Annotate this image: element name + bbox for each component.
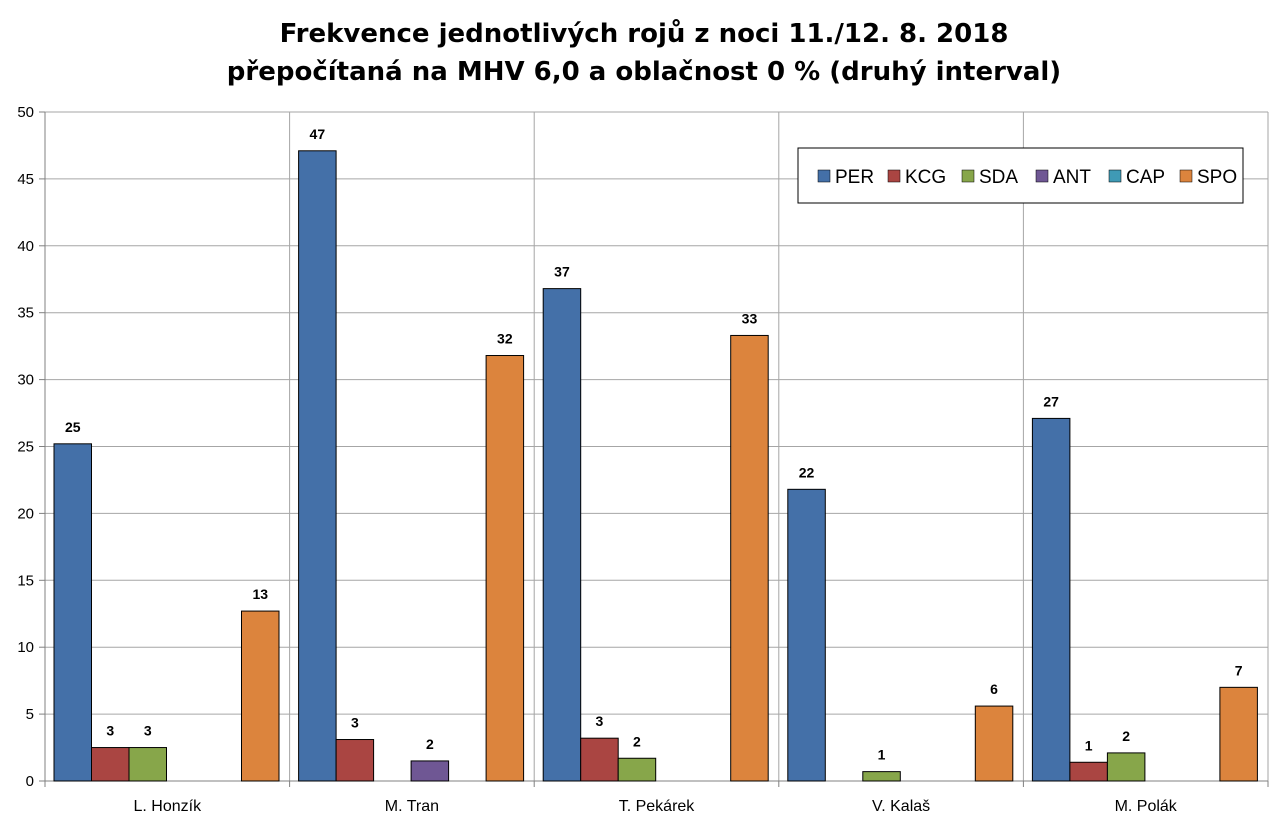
x-category-label: M. Tran xyxy=(385,798,439,815)
bar-per xyxy=(298,150,337,782)
data-label: 7 xyxy=(1235,662,1243,678)
data-label: 13 xyxy=(252,586,268,602)
x-category-label: L. Honzík xyxy=(134,798,203,815)
bar-kcg xyxy=(580,737,619,782)
data-label: 32 xyxy=(497,331,513,347)
y-tick-label: 40 xyxy=(17,238,34,255)
data-label: 2 xyxy=(1122,728,1130,744)
y-tick-label: 30 xyxy=(17,372,34,389)
x-category-label: M. Polák xyxy=(1115,798,1178,815)
bar-kcg xyxy=(335,739,375,782)
y-tick-label: 45 xyxy=(17,171,34,188)
data-label: 47 xyxy=(310,126,326,142)
x-category-label: T. Pekárek xyxy=(619,798,696,815)
legend-box xyxy=(797,147,1244,204)
gridlines xyxy=(45,111,1269,781)
y-tick-label: 5 xyxy=(26,706,34,723)
bar-per xyxy=(53,443,92,782)
bar-spo xyxy=(1219,686,1258,782)
data-label: 3 xyxy=(351,715,359,731)
data-label: 1 xyxy=(878,747,886,763)
data-label: 37 xyxy=(554,264,570,280)
legend-swatch-per xyxy=(817,169,831,183)
bar-per xyxy=(542,288,582,782)
data-label: 22 xyxy=(799,464,815,480)
bar-ant xyxy=(410,760,450,782)
legend-label-kcg: KCG xyxy=(905,167,946,188)
bar-sda xyxy=(1106,752,1146,782)
data-label: 25 xyxy=(65,419,81,435)
bar-per xyxy=(1031,417,1071,782)
bar-sda xyxy=(617,757,657,782)
data-label: 2 xyxy=(426,736,434,752)
data-label: 3 xyxy=(144,723,152,739)
data-label: 3 xyxy=(106,723,114,739)
bar-per xyxy=(787,488,826,782)
legend-label-per: PER xyxy=(835,167,874,188)
chart-title-line-2: přepočítaná na MHV 6,0 a oblačnost 0 % (… xyxy=(227,57,1061,87)
legend-label-cap: CAP xyxy=(1126,167,1165,188)
legend-swatch-ant xyxy=(1035,169,1049,183)
bar-spo xyxy=(730,334,769,782)
bar-spo xyxy=(974,705,1014,782)
data-label: 27 xyxy=(1043,393,1059,409)
data-label: 2 xyxy=(633,733,641,749)
data-label: 3 xyxy=(596,713,604,729)
y-tick-label: 15 xyxy=(17,572,34,589)
legend-label-spo: SPO xyxy=(1197,167,1237,188)
data-label: 6 xyxy=(990,681,998,697)
data-label: 1 xyxy=(1085,737,1093,753)
chart-title-line-1: Frekvence jednotlivých rojů z noci 11./1… xyxy=(280,18,1009,49)
bar-spo xyxy=(241,610,280,782)
y-tick-label: 20 xyxy=(17,505,34,522)
bar-sda xyxy=(862,771,901,782)
y-tick-label: 0 xyxy=(26,773,34,790)
y-tick-label: 10 xyxy=(17,639,34,656)
data-label: 33 xyxy=(742,310,758,326)
axes: 0 5 10 15 20 25 30 35 40 45 50 L. Honzík M. Tran T. P… xyxy=(17,104,1269,815)
x-category-label: V. Kalaš xyxy=(872,798,930,815)
y-tick-label: 25 xyxy=(17,439,34,456)
legend-label-sda: SDA xyxy=(979,167,1018,188)
legend-swatch-sda xyxy=(961,169,975,183)
bar-spo xyxy=(485,355,525,782)
bar-kcg xyxy=(91,747,130,782)
y-tick-label: 50 xyxy=(17,104,34,121)
bar-kcg xyxy=(1069,761,1108,782)
legend-swatch-spo xyxy=(1179,169,1193,183)
legend: PER KCG SDA ANT CAP SPO xyxy=(797,147,1244,204)
bars xyxy=(53,150,1258,782)
y-tick-label: 35 xyxy=(17,305,34,322)
legend-label-ant: ANT xyxy=(1053,167,1091,188)
legend-swatch-cap xyxy=(1108,169,1122,183)
legend-swatch-kcg xyxy=(887,169,901,183)
bar-sda xyxy=(128,747,167,782)
